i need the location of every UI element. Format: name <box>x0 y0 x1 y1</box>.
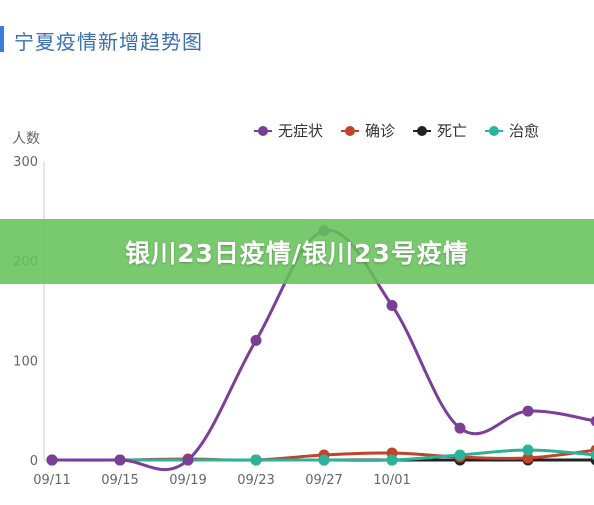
data-point-recovered <box>522 444 534 456</box>
legend-label-asymptomatic: 无症状 <box>278 122 324 140</box>
data-point-recovered <box>590 449 594 461</box>
x-tick-label: 09/11 <box>33 473 70 488</box>
data-point-recovered <box>454 449 466 461</box>
data-point-asymptomatic <box>522 405 534 417</box>
x-tick-label: 09/23 <box>237 473 274 488</box>
legend-item-deaths[interactable]: 死亡 <box>413 120 467 141</box>
legend-swatch-deaths <box>413 125 432 136</box>
legend-label-recovered: 治愈 <box>509 122 540 140</box>
data-point-asymptomatic <box>454 422 466 434</box>
data-point-asymptomatic <box>114 454 126 466</box>
data-point-asymptomatic <box>182 454 194 466</box>
legend-item-asymptomatic[interactable]: 无症状 <box>254 120 323 141</box>
data-point-confirmed <box>522 452 534 464</box>
banner-text: 银川23日疫情/银川23号疫情 <box>125 238 469 268</box>
data-point-asymptomatic <box>250 334 262 346</box>
overlay-banner: 银川23日疫情/银川23号疫情 <box>0 219 594 284</box>
data-point-recovered <box>250 454 262 466</box>
x-tick-label: 09/27 <box>305 473 342 488</box>
y-tick-label: 300 <box>13 155 38 170</box>
data-point-recovered <box>318 454 330 466</box>
x-tick-label: 10/01 <box>373 473 410 488</box>
chart-legend: 无症状 确诊 死亡 治愈 <box>254 120 539 141</box>
data-point-asymptomatic <box>590 416 594 427</box>
x-tick-label: 09/15 <box>101 473 138 488</box>
legend-swatch-confirmed <box>341 125 360 136</box>
legend-item-confirmed[interactable]: 确诊 <box>341 120 395 141</box>
legend-swatch-asymptomatic <box>254 125 272 136</box>
legend-label-deaths: 死亡 <box>437 122 468 140</box>
data-point-recovered <box>386 454 398 466</box>
title-accent-bar <box>0 26 4 52</box>
y-tick-label: 100 <box>13 354 38 369</box>
y-axis-label: 人数 <box>12 131 40 147</box>
legend-item-recovered[interactable]: 治愈 <box>485 120 539 141</box>
x-tick-label: 09/19 <box>169 473 206 488</box>
y-tick-label: 0 <box>30 454 38 469</box>
data-point-asymptomatic <box>46 454 58 466</box>
chart-title: 宁夏疫情新增趋势图 <box>14 30 203 54</box>
data-point-asymptomatic <box>386 300 398 312</box>
legend-label-confirmed: 确诊 <box>365 122 396 140</box>
legend-swatch-recovered <box>485 125 504 136</box>
